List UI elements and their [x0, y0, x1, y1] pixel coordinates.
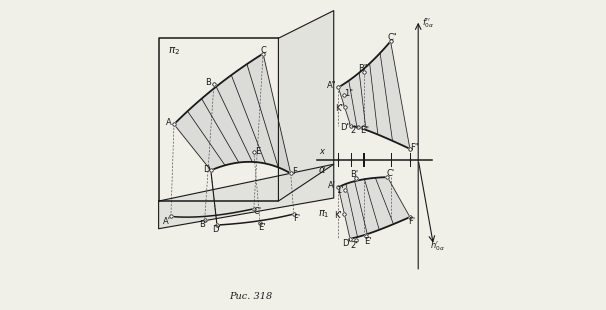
Polygon shape: [338, 177, 410, 239]
Text: $\alpha$: $\alpha$: [318, 166, 327, 175]
Text: 2': 2': [351, 241, 358, 250]
Text: D: D: [202, 165, 209, 174]
Text: B': B': [350, 170, 358, 179]
Text: B: B: [205, 78, 211, 87]
Polygon shape: [278, 11, 334, 201]
Text: K': K': [335, 211, 342, 220]
Text: E': E': [258, 223, 265, 232]
Text: A': A': [162, 217, 171, 226]
Text: 1': 1': [336, 186, 344, 195]
Text: D': D': [213, 225, 221, 234]
Text: $x$: $x$: [319, 147, 327, 156]
Text: F: F: [292, 167, 297, 176]
Text: E: E: [256, 147, 261, 156]
Polygon shape: [338, 41, 410, 149]
Text: B': B': [199, 220, 207, 229]
Text: $f_{0\alpha}''$: $f_{0\alpha}''$: [422, 17, 435, 30]
Text: D": D": [340, 122, 350, 131]
Text: 1": 1": [344, 89, 353, 98]
Text: C': C': [253, 207, 262, 216]
Text: $\pi_1$: $\pi_1$: [318, 208, 330, 220]
Text: C: C: [260, 46, 266, 55]
Text: 2": 2": [350, 126, 359, 135]
Text: B": B": [358, 64, 368, 73]
Text: $\pi_2$: $\pi_2$: [168, 46, 180, 57]
Text: D': D': [342, 239, 351, 248]
Text: A: A: [165, 118, 171, 127]
Text: F': F': [293, 214, 301, 223]
Polygon shape: [174, 54, 291, 173]
Text: E": E": [360, 126, 369, 135]
Text: Рис. 318: Рис. 318: [229, 292, 273, 301]
Polygon shape: [159, 164, 334, 229]
Text: E': E': [364, 237, 371, 246]
Text: A": A": [327, 81, 336, 90]
Text: F": F": [410, 143, 419, 152]
Text: C': C': [387, 169, 395, 178]
Text: F': F': [408, 217, 415, 226]
Text: A': A': [328, 181, 336, 190]
Text: C": C": [387, 33, 397, 42]
Text: K": K": [335, 104, 344, 113]
Text: $h_{0\alpha}'$: $h_{0\alpha}'$: [430, 240, 444, 253]
